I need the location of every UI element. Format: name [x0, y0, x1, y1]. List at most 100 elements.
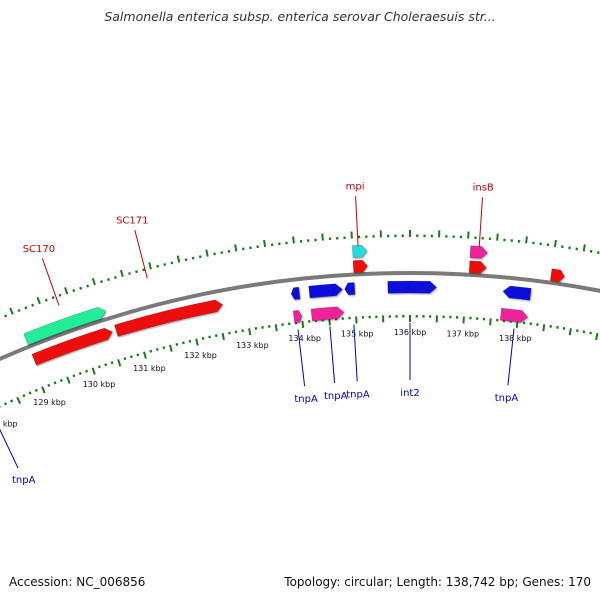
gene-label[interactable]: tnpA [294, 394, 318, 405]
label-leader-line [355, 196, 359, 247]
gene-g-tnpA-138[interactable] [502, 285, 532, 301]
major-tick [119, 269, 124, 277]
minor-tick [214, 334, 218, 338]
gene-g-tnpA-134-pink[interactable] [292, 309, 303, 324]
minor-tick [128, 272, 131, 276]
minor-tick [85, 369, 89, 373]
major-tick [595, 332, 599, 341]
gene-label[interactable]: mpi [346, 181, 365, 192]
gene-g-int2[interactable] [387, 280, 438, 294]
backbone-circle [0, 271, 600, 362]
major-tick [321, 233, 324, 241]
major-tick [41, 386, 46, 394]
outer-tick-ring [0, 230, 600, 320]
major-tick [91, 367, 96, 375]
minor-tick [86, 284, 90, 288]
gene-g-sc170[interactable] [31, 327, 113, 366]
gene-label[interactable]: tnpA [495, 393, 519, 404]
major-tick [36, 296, 41, 305]
minor-tick [142, 268, 145, 272]
minor-tick [135, 270, 138, 274]
scale-label: 130 kbp [83, 380, 116, 389]
minor-tick [28, 391, 32, 395]
minor-tick [100, 280, 103, 284]
minor-tick [22, 394, 26, 398]
minor-tick [79, 286, 83, 290]
major-tick [117, 359, 122, 367]
inner-tick-ring [0, 315, 599, 408]
minor-tick [72, 288, 76, 293]
minor-tick [24, 306, 28, 310]
major-tick [143, 351, 147, 359]
minor-tick [58, 293, 62, 297]
label-leader-line [329, 326, 336, 384]
gene-g-tnpA-134[interactable] [290, 286, 301, 300]
accession-text: Accession: NC_006856 [9, 575, 146, 589]
label-leader-line [353, 324, 358, 382]
label-leader-line [507, 328, 515, 386]
minor-tick [47, 383, 51, 387]
gene-label[interactable]: int2 [400, 388, 419, 399]
scale-label: 131 kbp [133, 364, 166, 373]
gene-g-insB-pink[interactable] [469, 245, 488, 259]
gene-label[interactable]: SC171 [116, 215, 148, 226]
major-tick [176, 255, 181, 263]
major-tick [292, 236, 295, 244]
minor-tick [163, 263, 167, 267]
major-tick [64, 287, 69, 295]
gene-g-sc170-rna[interactable] [23, 306, 107, 346]
gene-label[interactable]: SC170 [23, 244, 55, 255]
minor-tick [123, 357, 127, 361]
gene-label[interactable]: tnpA [12, 475, 36, 486]
minor-tick [191, 256, 195, 260]
gene-features [23, 244, 565, 366]
gene-g-tnpA-138-pink[interactable] [499, 307, 529, 323]
minor-tick [110, 361, 114, 365]
minor-tick [114, 276, 117, 280]
gene-g-red-right[interactable] [549, 268, 565, 283]
map-title: Salmonella enterica subsp. enterica sero… [104, 9, 496, 24]
minor-tick [53, 381, 57, 385]
minor-tick [31, 303, 35, 307]
minor-tick [175, 342, 179, 346]
gene-g-sc171[interactable] [114, 299, 224, 337]
minor-tick [59, 378, 63, 383]
minor-tick [72, 374, 76, 378]
minor-tick [188, 339, 192, 343]
gene-g-tnpA-135b[interactable] [344, 282, 356, 296]
minor-tick [136, 353, 140, 357]
major-tick [525, 236, 528, 244]
scale-label: 129 kbp [33, 398, 66, 407]
scale-label: 132 kbp [184, 351, 217, 360]
scale-label: 138 kbp [499, 334, 532, 343]
minor-tick [129, 355, 133, 359]
label-leader-line [478, 197, 483, 248]
gene-g-insB[interactable] [468, 260, 487, 274]
major-tick [263, 239, 267, 248]
major-tick [148, 262, 152, 270]
minor-tick [10, 399, 14, 403]
major-tick [91, 278, 96, 286]
label-leader-line [297, 329, 306, 387]
major-tick [568, 328, 572, 336]
gene-g-mpi[interactable] [352, 259, 368, 273]
minor-tick [104, 363, 108, 367]
gene-g-mpi-teal[interactable] [351, 244, 368, 258]
minor-tick [201, 336, 205, 340]
minor-tick [97, 365, 101, 369]
scale-label: 135 kbp [341, 330, 374, 339]
gene-g-tnpA-135a[interactable] [308, 283, 343, 299]
topology-summary: Topology: circular; Length: 138,742 bp; … [284, 575, 591, 589]
gene-g-tnpA-135a-pink[interactable] [310, 306, 345, 322]
gene-label[interactable]: insB [473, 182, 494, 193]
gene-label[interactable]: tnpA [324, 391, 348, 402]
minor-tick [107, 278, 110, 282]
major-tick [496, 233, 499, 241]
major-tick [234, 244, 238, 252]
minor-tick [208, 335, 211, 339]
major-tick [195, 338, 199, 346]
gene-label[interactable]: tnpA [346, 390, 370, 401]
major-tick [248, 328, 252, 336]
